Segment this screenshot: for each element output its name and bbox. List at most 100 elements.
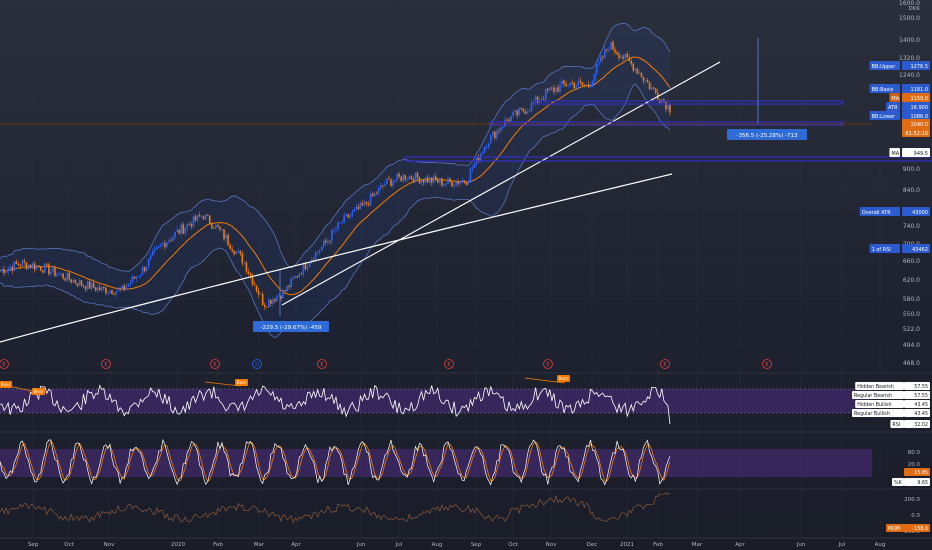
candle-body bbox=[194, 216, 197, 221]
y-tick-label: 1600.0 bbox=[899, 0, 920, 7]
candle-body bbox=[355, 206, 358, 210]
candle-body bbox=[29, 264, 32, 268]
y-tick-label: 740.0 bbox=[903, 223, 920, 230]
candle-body bbox=[182, 224, 185, 234]
divergence-line bbox=[204, 381, 241, 387]
candle-body bbox=[365, 201, 368, 204]
x-tick-label: Apr bbox=[735, 542, 745, 548]
candle-body bbox=[288, 285, 290, 288]
candle-body bbox=[76, 283, 79, 286]
y-tick-label: 840.0 bbox=[903, 187, 920, 194]
candle-body bbox=[68, 272, 71, 280]
candle-body bbox=[510, 115, 512, 122]
candle-body bbox=[13, 261, 16, 271]
candle-body bbox=[359, 203, 362, 209]
candle-body bbox=[192, 216, 195, 227]
candle-body bbox=[339, 222, 341, 224]
candle-body bbox=[616, 52, 618, 55]
candle-body bbox=[215, 224, 217, 229]
candle-body bbox=[453, 185, 455, 187]
y-tick-label: 494.0 bbox=[903, 342, 920, 349]
candle-body bbox=[650, 87, 653, 90]
candle-body bbox=[1, 269, 3, 271]
candle-body bbox=[439, 178, 441, 183]
price-label-name: Overall ATR bbox=[862, 210, 892, 216]
support-resistance-box bbox=[489, 121, 844, 126]
candle-body bbox=[579, 80, 582, 83]
candle-body bbox=[86, 281, 89, 290]
event-marker-text: D bbox=[255, 362, 259, 368]
price-value-tag bbox=[902, 207, 930, 216]
candle-body bbox=[239, 250, 242, 254]
candle-body bbox=[329, 240, 331, 242]
candle-body bbox=[593, 73, 596, 81]
y-tick-label: 1240.0 bbox=[899, 72, 920, 79]
measure-text: -356.5 (-25.28%) -713 bbox=[737, 133, 798, 139]
bear-tag bbox=[32, 388, 45, 395]
candle-body bbox=[500, 128, 502, 131]
long-ma-line bbox=[0, 173, 673, 343]
candle-body bbox=[141, 267, 144, 275]
price-label-name: 1 of RSI bbox=[872, 247, 891, 253]
y-tick-label: 1400.0 bbox=[899, 37, 920, 44]
x-tick-label: Dec bbox=[587, 542, 598, 548]
candle-body bbox=[428, 177, 431, 183]
candle-body bbox=[604, 49, 606, 58]
candle-body bbox=[270, 299, 272, 304]
candle-body bbox=[544, 88, 547, 100]
price-value-tag bbox=[902, 84, 930, 93]
price-value-tag bbox=[902, 148, 930, 157]
candle-body bbox=[296, 276, 299, 278]
candle-body bbox=[274, 299, 276, 302]
candle-body bbox=[66, 272, 68, 281]
candle-body bbox=[78, 280, 81, 286]
candle-body bbox=[463, 180, 466, 182]
rsi-line bbox=[0, 384, 671, 425]
candle-body bbox=[382, 185, 384, 186]
bear-tag bbox=[557, 375, 570, 382]
candle-body bbox=[408, 176, 411, 180]
price-label-tag bbox=[886, 102, 900, 111]
candle-body bbox=[33, 263, 36, 270]
moving-average-line bbox=[0, 56, 671, 296]
candle-body bbox=[337, 222, 339, 230]
candle-body bbox=[494, 131, 496, 138]
candle-body bbox=[135, 276, 138, 279]
candle-body bbox=[557, 87, 559, 92]
candle-body bbox=[638, 72, 641, 74]
candle-body bbox=[107, 292, 109, 294]
candle-body bbox=[162, 243, 164, 245]
candle-body bbox=[646, 80, 649, 83]
candle-body bbox=[502, 126, 504, 129]
candle-body bbox=[259, 294, 262, 295]
candle-body bbox=[257, 290, 260, 295]
candle-body bbox=[190, 224, 193, 227]
candle-body bbox=[298, 273, 301, 278]
price-label-tag bbox=[869, 244, 900, 253]
candle-body bbox=[94, 287, 97, 291]
candle-body bbox=[461, 180, 464, 182]
candle-body bbox=[11, 266, 14, 271]
candle-body bbox=[153, 249, 156, 252]
candle-body bbox=[290, 278, 292, 288]
event-marker-text: E bbox=[2, 362, 5, 368]
candle-body bbox=[19, 265, 22, 266]
candle-body bbox=[111, 290, 113, 295]
candle-body bbox=[420, 179, 423, 184]
candle-body bbox=[312, 259, 315, 261]
bollinger-lower-line bbox=[0, 83, 671, 338]
candle-body bbox=[610, 41, 612, 50]
stoch-label-name: %K bbox=[894, 480, 903, 486]
candle-body bbox=[498, 130, 500, 132]
candle-body bbox=[384, 184, 386, 186]
candle-body bbox=[581, 82, 584, 85]
event-marker-text: E bbox=[765, 362, 768, 368]
x-tick-label: 2021 bbox=[620, 542, 634, 548]
candle-body bbox=[349, 215, 352, 218]
mom-label-name: MOM bbox=[888, 526, 900, 532]
candle-body bbox=[475, 156, 478, 164]
price-label-name: MA bbox=[891, 151, 899, 157]
rsi-value-text: 57.55 bbox=[914, 384, 928, 390]
event-marker-text: E bbox=[320, 362, 323, 368]
